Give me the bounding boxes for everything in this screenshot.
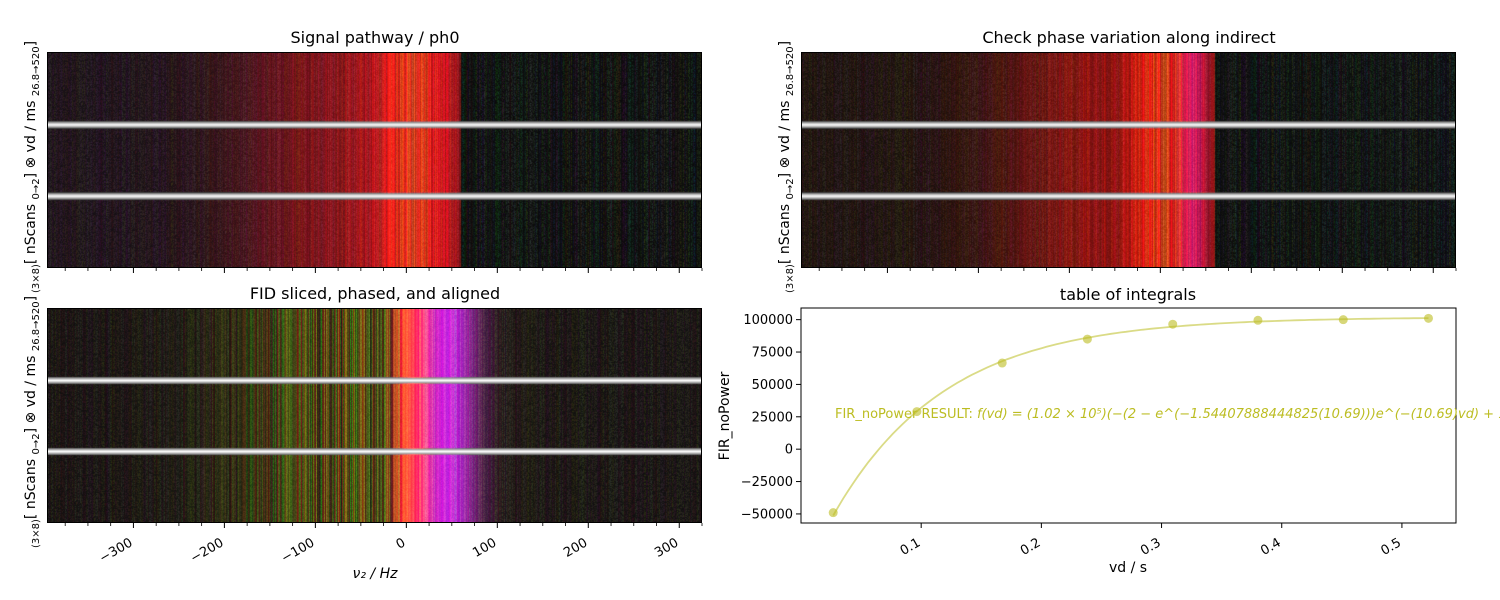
integrals-ytick-label: 50000 — [752, 378, 793, 393]
integrals-ytick-label: 25000 — [752, 410, 793, 425]
integrals-xtick-label: 0.2 — [1018, 535, 1043, 558]
integrals-ytick-label: −50000 — [741, 507, 793, 522]
panel2-title: Check phase variation along indirect — [982, 28, 1276, 47]
fit-curve — [832, 317, 1429, 516]
panel2-heatmap — [801, 52, 1456, 268]
integrals-xtick-label: 0.1 — [898, 535, 923, 558]
integrals-xtick-label: 0.3 — [1138, 535, 1163, 558]
data-point — [828, 508, 838, 518]
data-point — [997, 358, 1007, 368]
data-point — [1423, 313, 1433, 323]
integrals-plot-frame — [800, 307, 1457, 524]
integrals-chart-xlabel: vd / s — [1109, 560, 1147, 576]
panel1-heatmap — [47, 52, 702, 268]
integrals-ytick-label: 75000 — [752, 346, 793, 361]
integrals-ytick-label: 0 — [785, 443, 793, 458]
data-point — [912, 407, 922, 417]
integrals-xtick-label: 0.5 — [1379, 535, 1404, 558]
integrals-ytick-label: −25000 — [741, 475, 793, 490]
panel3-xlabel: ν₂ / Hz — [352, 566, 398, 582]
data-point — [1082, 334, 1092, 344]
integrals-ytick-label: 100000 — [743, 313, 793, 328]
integrals-xtick-label: 0.4 — [1258, 535, 1283, 558]
panel3-heatmap — [47, 308, 702, 523]
integrals-chart-ylabel: FIR_noPower — [717, 371, 733, 460]
fit-result-annotation: FIR_noPower RESULT: f(vd) = (1.02 × 10⁵)… — [835, 407, 1500, 422]
data-point — [1338, 315, 1348, 325]
integrals-chart-title: table of integrals — [1060, 285, 1196, 304]
data-point — [1168, 319, 1178, 329]
data-point — [1253, 315, 1263, 325]
panel3-title: FID sliced, phased, and aligned — [249, 284, 501, 303]
panel1-title: Signal pathway / ph0 — [290, 28, 460, 47]
